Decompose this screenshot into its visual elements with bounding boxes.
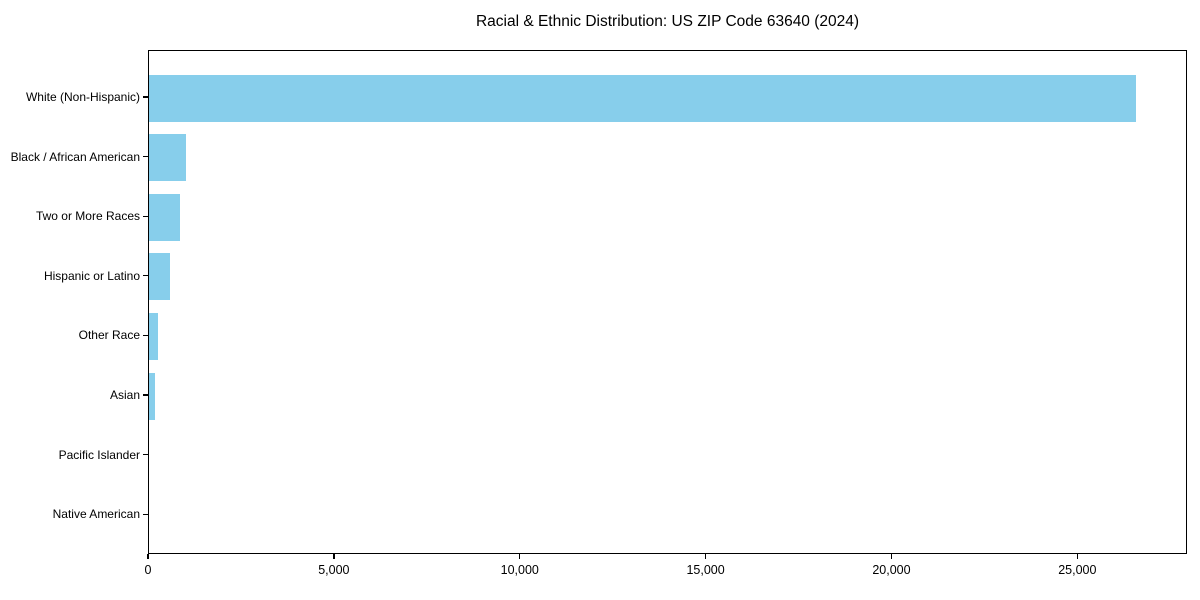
bar-other-race [149, 312, 158, 360]
x-label-5000: 5,000 [318, 563, 350, 577]
bar-white-non-hispanic [149, 74, 1136, 122]
x-tick-15000 [704, 554, 707, 559]
x-label-15000: 15,000 [686, 563, 725, 577]
x-label-25000: 25,000 [1058, 563, 1097, 577]
x-tick-0 [147, 554, 149, 559]
y-tick-black-african-american [143, 155, 148, 158]
y-label-white-non-hispanic: White (Non-Hispanic) [25, 90, 140, 104]
y-tick-other-race [143, 334, 148, 337]
y-label-other-race: Other Race [78, 328, 140, 343]
x-tick-10000 [519, 554, 521, 559]
y-tick-hispanic-or-latino [143, 275, 148, 277]
x-label-20000: 20,000 [872, 563, 911, 577]
y-label-pacific-islander: Pacific Islander [58, 447, 140, 462]
plot-area [148, 50, 1187, 554]
y-tick-asian [143, 394, 148, 396]
bar-asian [149, 372, 155, 420]
x-label-10000: 10,000 [500, 563, 539, 577]
y-tick-native-american [143, 513, 148, 515]
y-tick-two-or-more-races [143, 215, 148, 217]
y-tick-pacific-islander [143, 453, 148, 456]
x-tick-5000 [333, 554, 335, 559]
y-label-hispanic-or-latino: Hispanic or Latino [43, 268, 140, 283]
bar-two-or-more-races [149, 193, 180, 241]
y-label-black-african-american: Black / African American [10, 149, 140, 164]
x-tick-25000 [1076, 554, 1078, 559]
chart-title: Racial & Ethnic Distribution: US ZIP Cod… [475, 13, 860, 30]
y-label-native-american: Native American [52, 507, 140, 522]
y-tick-white-non-hispanic [143, 96, 148, 98]
y-label-asian: Asian [109, 388, 140, 402]
x-tick-20000 [890, 554, 893, 559]
bar-hispanic-or-latino [149, 253, 170, 301]
y-label-two-or-more-races: Two or More Races [35, 209, 140, 224]
bar-black-african-american [149, 134, 187, 182]
x-label-0: 0 [144, 563, 152, 577]
